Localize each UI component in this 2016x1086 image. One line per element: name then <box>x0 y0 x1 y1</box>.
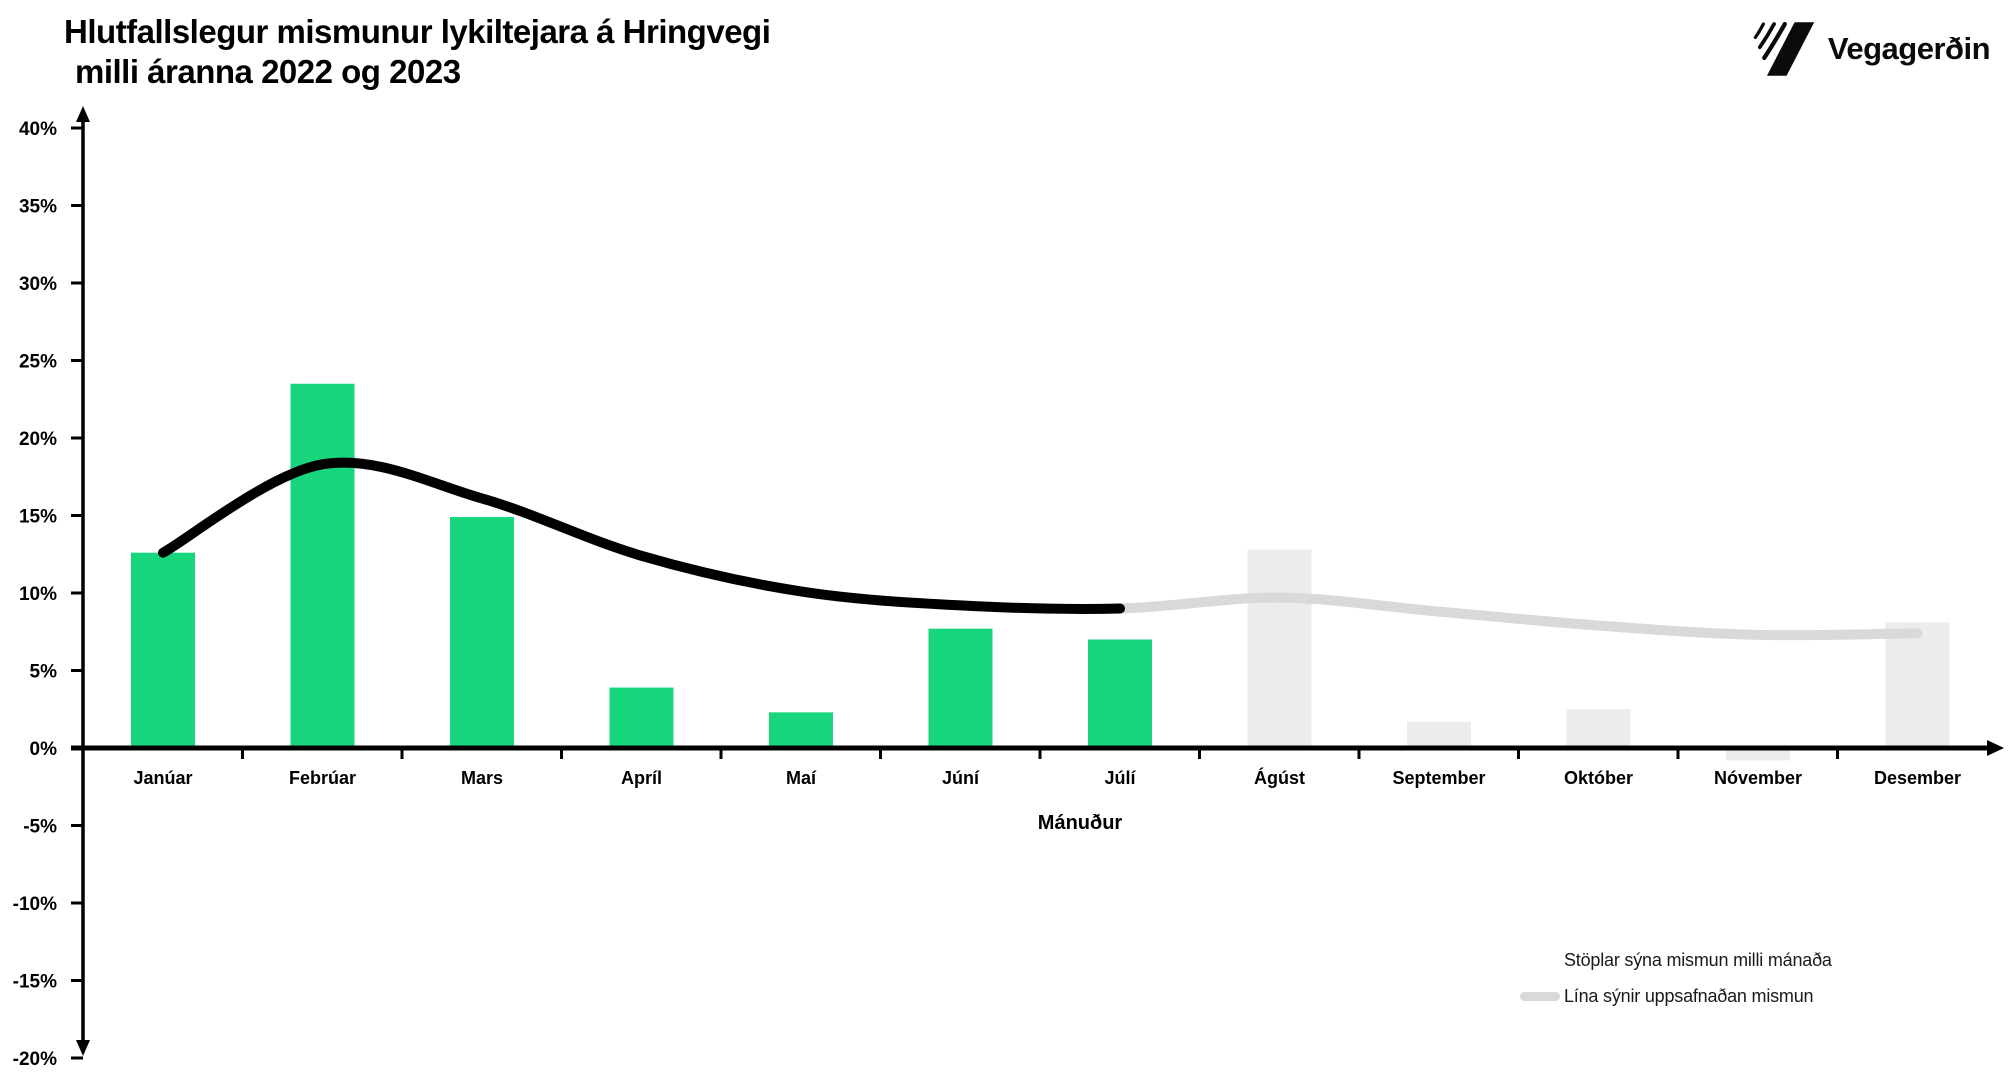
bar-mars <box>450 517 514 748</box>
month-label-janúar: Janúar <box>133 768 192 788</box>
vegagerdin-logo-text: Vegagerðin <box>1827 31 1991 66</box>
bar-júlí <box>1088 639 1152 748</box>
y-tick-label: 15% <box>19 507 57 528</box>
y-tick-label: -15% <box>13 972 57 993</box>
month-labels: Janúar Febrúar Mars Apríl Maí Júní Júlí Ágúst Se… <box>133 767 1961 788</box>
legend-row-line: Lína sýnir uppsafnaðan mismun <box>1520 978 1832 1014</box>
month-label-febrúar: Febrúar <box>289 768 356 788</box>
bar-febrúar <box>290 383 355 748</box>
x-axis-title: Mánuður <box>1037 812 1123 834</box>
bar-apríl <box>609 687 674 748</box>
bars-group <box>131 383 1950 761</box>
y-axis-ticks: 40% 35% 30% 25% 20% 15% 10% 5% 0% -5% -10% -15% -20% <box>13 119 83 1070</box>
vegagerdin-logo-icon <box>1753 21 1815 76</box>
bar-júní <box>928 628 993 748</box>
y-tick-label: 5% <box>30 662 58 683</box>
bar-ágúst <box>1247 549 1312 748</box>
chart-title: Hlutfallslegur mismunur lykiltejara á Hr… <box>64 12 771 93</box>
month-label-júní: Júní <box>942 768 980 788</box>
legend-bar-swatch <box>1520 956 1560 965</box>
month-label-nóvember: Nóvember <box>1714 768 1802 788</box>
month-label-ágúst: Ágúst <box>1254 767 1305 788</box>
month-label-júlí: Júlí <box>1104 768 1136 788</box>
y-axis-arrow-up <box>76 106 90 122</box>
y-tick-label: 40% <box>19 119 57 140</box>
bar-janúar <box>131 552 195 748</box>
y-tick-label: 30% <box>19 274 57 295</box>
legend-row-bars: Stöplar sýna mismun milli mánaða <box>1520 942 1832 978</box>
y-tick-label: -10% <box>13 894 57 915</box>
y-tick-label: 0% <box>30 739 58 760</box>
y-tick-label: -5% <box>23 817 57 838</box>
month-label-maí: Maí <box>786 768 817 788</box>
bar-september <box>1407 721 1471 748</box>
y-axis-arrow-down <box>76 1040 90 1056</box>
legend: Stöplar sýna mismun milli mánaða Lína sý… <box>1520 942 1832 1014</box>
bar-október <box>1566 709 1631 748</box>
y-tick-label: -20% <box>13 1049 57 1070</box>
vegagerdin-logo: Vegagerðin <box>1750 20 1991 78</box>
bar-nóvember <box>1726 748 1790 761</box>
cumulative-line-actual <box>158 457 1125 614</box>
legend-line-swatch <box>1520 991 1560 1001</box>
bar-maí <box>769 712 833 748</box>
cumulative-line-projected <box>1115 592 1923 641</box>
month-label-október: Október <box>1564 768 1633 788</box>
y-tick-label: 20% <box>19 429 57 450</box>
chart-title-line2: milli áranna 2022 og 2023 <box>75 53 461 91</box>
month-label-desember: Desember <box>1874 768 1961 788</box>
y-tick-label: 35% <box>19 197 57 218</box>
y-tick-label: 25% <box>19 352 57 373</box>
y-tick-label: 10% <box>19 584 57 605</box>
axes <box>71 106 2004 1056</box>
legend-bar-label: Stöplar sýna mismun milli mánaða <box>1564 949 1832 970</box>
month-label-mars: Mars <box>461 768 503 788</box>
month-label-september: September <box>1392 768 1485 788</box>
bar-desember <box>1885 622 1950 748</box>
x-axis-arrow-right <box>1987 740 2004 756</box>
month-label-apríl: Apríl <box>621 768 662 788</box>
legend-line-label: Lína sýnir uppsafnaðan mismun <box>1564 985 1814 1006</box>
chart-title-line1: Hlutfallslegur mismunur lykiltejara á Hr… <box>64 13 771 50</box>
